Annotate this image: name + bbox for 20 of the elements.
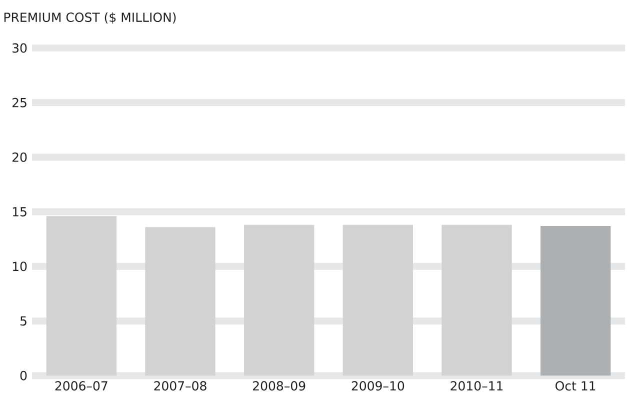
bar (145, 227, 216, 376)
x-tick-label: 2006–07 (55, 381, 108, 391)
y-tick-label: 30 (12, 43, 27, 53)
bar (540, 226, 611, 376)
y-tick-label: 20 (12, 152, 27, 162)
bar (342, 224, 414, 376)
y-tick-label: 25 (12, 98, 26, 108)
x-tick-label: 2010–11 (450, 381, 503, 391)
x-tick-label: 2007–08 (154, 381, 206, 391)
y-tick-label: 15 (12, 207, 26, 216)
bar (46, 216, 117, 376)
bar (244, 224, 314, 376)
x-tick-label: 2009–10 (352, 381, 404, 391)
x-tick-label: Oct 11 (556, 381, 596, 391)
chart-title: PREMIUM COST ($ MILLION) (4, 12, 176, 24)
bar (442, 224, 512, 376)
y-tick-label: 5 (20, 316, 26, 326)
x-tick-label: 2008–09 (253, 381, 306, 391)
y-tick-label: 0 (20, 370, 27, 380)
y-tick-label: 10 (12, 262, 27, 272)
